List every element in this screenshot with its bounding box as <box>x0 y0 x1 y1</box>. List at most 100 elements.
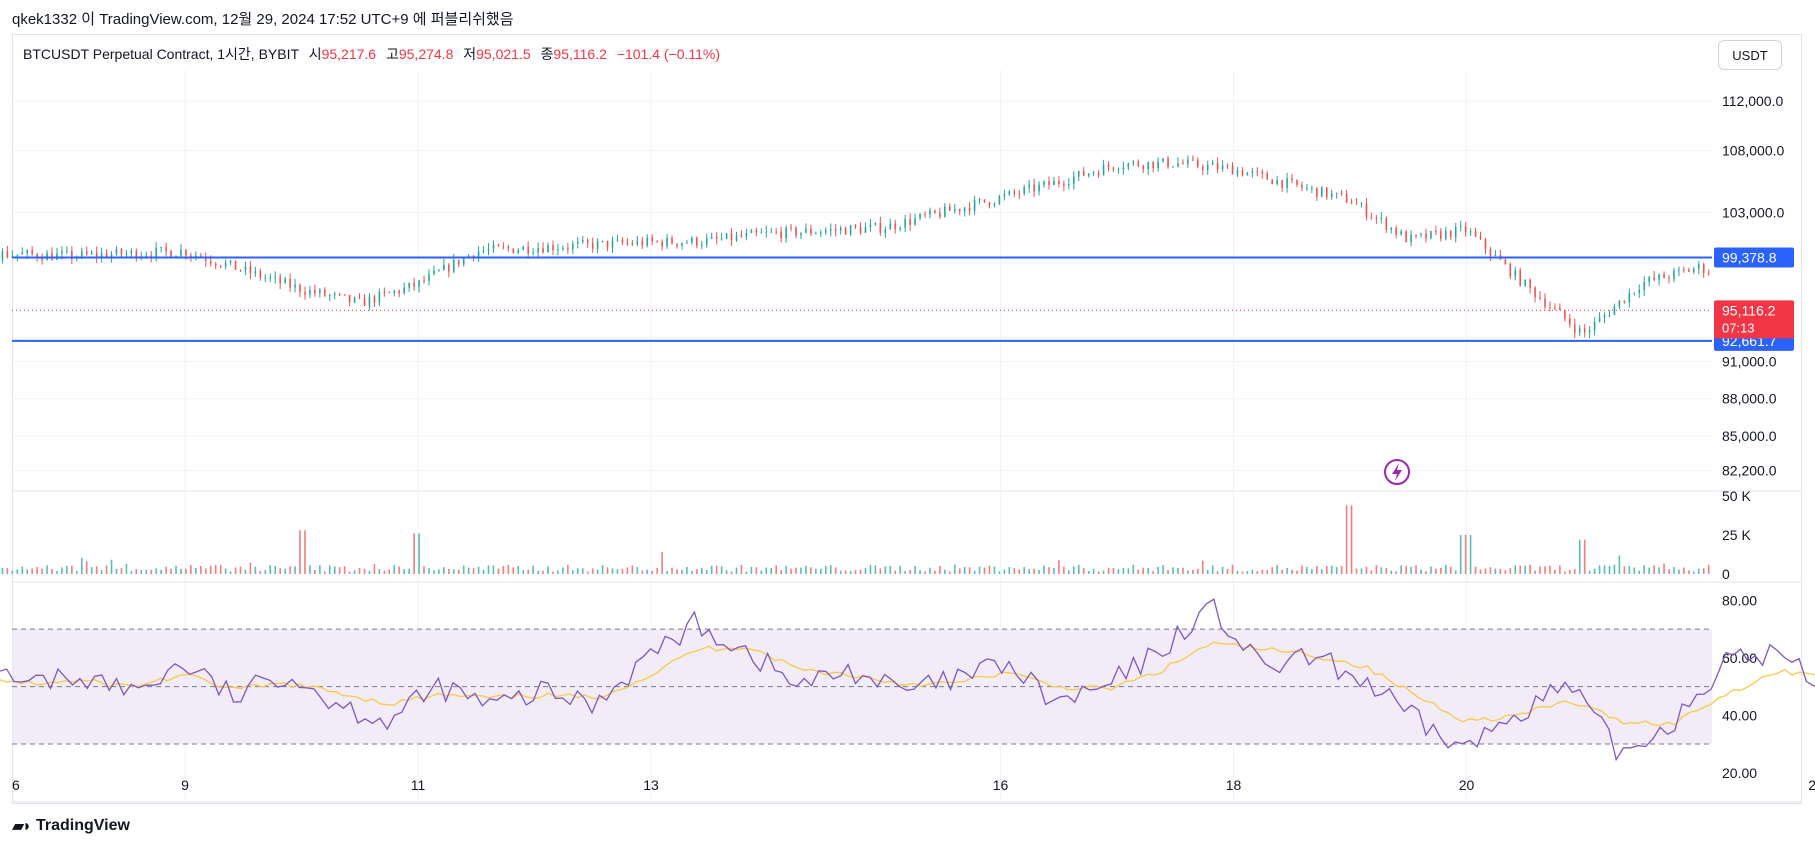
volume-tick-label: 0 <box>1722 566 1730 582</box>
candle-body <box>259 270 262 278</box>
time-tick-label: 11 <box>411 777 426 793</box>
volume-bar <box>1251 569 1254 574</box>
candle-body <box>51 252 53 260</box>
volume-bar <box>1643 565 1646 574</box>
volume-bar <box>1633 567 1636 574</box>
volume-bar <box>527 569 529 574</box>
candle-body <box>805 228 807 233</box>
volume-bar <box>1608 565 1611 574</box>
volume-bar <box>1529 564 1531 574</box>
candle-body <box>1653 277 1655 280</box>
volume-bar <box>1335 567 1338 574</box>
volume-bar <box>209 565 212 574</box>
open-label: 시 <box>308 46 322 62</box>
volume-bar <box>1410 566 1412 574</box>
volume-bar <box>477 566 480 574</box>
candle-body <box>522 246 525 251</box>
volume-bar <box>1182 567 1184 574</box>
candle-body <box>249 266 252 274</box>
volume-bar <box>834 567 837 574</box>
volume-bar <box>1539 566 1541 574</box>
volume-bar <box>581 568 584 574</box>
volume-bar <box>229 571 232 574</box>
candle-body <box>849 225 852 235</box>
volume-bar <box>314 570 316 574</box>
volume-bar <box>1216 571 1219 574</box>
candle-body <box>1172 166 1174 168</box>
candle-body <box>517 250 520 253</box>
volume-bar <box>1345 505 1348 574</box>
volume-bar <box>403 569 405 574</box>
volume-bar <box>1469 535 1472 574</box>
candle-body <box>1479 236 1482 239</box>
candle-body <box>899 227 901 229</box>
candle-body <box>304 292 306 295</box>
candle-body <box>26 250 29 254</box>
volume-bar <box>1048 567 1050 574</box>
candle-body <box>110 254 113 258</box>
volume-bar <box>418 533 420 574</box>
candle-body <box>95 252 98 257</box>
candle-body <box>1395 227 1398 235</box>
volume-bar <box>1697 568 1700 574</box>
candle-body <box>1087 173 1090 176</box>
candle-body <box>413 282 415 287</box>
candle-body <box>1311 187 1313 189</box>
volume-bar <box>641 570 644 574</box>
candle-body <box>145 255 148 257</box>
candle-body <box>1707 272 1710 274</box>
volume-bar <box>1306 566 1308 574</box>
lightning-icon[interactable] <box>1384 459 1410 485</box>
candle-body <box>299 284 301 293</box>
candle-body <box>1633 292 1636 294</box>
volume-bar <box>1058 560 1060 574</box>
volume-bar <box>160 569 162 574</box>
candle-body <box>239 269 242 271</box>
candle-body <box>1226 165 1229 167</box>
candle-body <box>100 253 103 257</box>
candle-body <box>1435 231 1437 233</box>
candle-body <box>1127 163 1130 168</box>
candle-body <box>1549 306 1551 308</box>
time-tick-label: 9 <box>181 777 189 793</box>
candle-body <box>824 230 827 233</box>
candle-body <box>358 297 361 299</box>
volume-bar <box>1206 569 1209 574</box>
volume-bar <box>1296 570 1298 574</box>
candle-body <box>512 248 515 253</box>
candle-body <box>209 260 212 264</box>
candle-body <box>1484 238 1487 250</box>
publish-info: qkek1332 이 TradingView.com, 12월 29, 2024… <box>12 11 514 28</box>
candle-body <box>869 224 872 228</box>
candle-body <box>1063 183 1065 186</box>
candle-body <box>428 274 430 282</box>
candle-body <box>1375 217 1378 219</box>
candle-body <box>224 262 227 267</box>
volume-bar <box>507 564 510 574</box>
currency-selector[interactable]: USDT <box>1718 40 1782 70</box>
candle-body <box>1683 269 1685 271</box>
volume-bar <box>1117 569 1120 574</box>
candle-body <box>810 228 812 234</box>
candle-body <box>462 257 465 265</box>
volume-bar <box>1405 566 1407 574</box>
candle-body <box>319 289 321 294</box>
volume-bar <box>1583 539 1586 574</box>
volume-bar <box>1301 565 1303 574</box>
volume-bar <box>1702 568 1705 574</box>
volume-bar <box>1509 568 1512 574</box>
candle-body <box>378 291 381 303</box>
volume-bar <box>795 567 797 574</box>
volume-bar <box>1221 566 1224 574</box>
candle-body <box>1464 226 1467 233</box>
volume-bar <box>1449 566 1452 574</box>
candle-body <box>1544 298 1546 307</box>
volume-bar <box>1211 565 1214 574</box>
candle-body <box>557 249 559 251</box>
chart-frame[interactable] <box>12 34 1802 804</box>
candle-body <box>1430 231 1432 239</box>
volume-bar <box>487 565 490 574</box>
candle-body <box>71 250 73 259</box>
candle-body <box>1474 231 1477 237</box>
